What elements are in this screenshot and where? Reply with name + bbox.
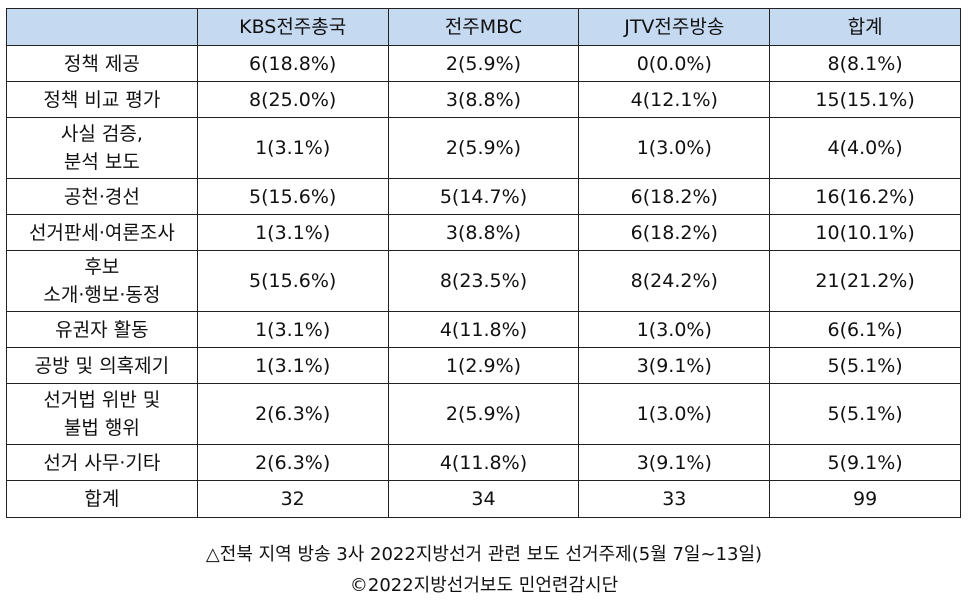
cell-jtv: 1(3.0%) (578, 383, 771, 445)
cell-mbc: 4(11.8%) (387, 311, 580, 348)
cell-jtv: 0(0.0%) (578, 45, 771, 82)
table-row: 선거 사무·기타 2(6.3%) 4(11.8%) 3(9.1%) 5(9.1%… (6, 444, 961, 481)
row-category: 선거법 위반 및 불법 행위 (6, 383, 198, 445)
header-corner (6, 8, 198, 46)
total-mbc: 34 (387, 480, 580, 518)
table-row: 선거판세·여론조사 1(3.1%) 3(8.8%) 6(18.2%) 10(10… (6, 214, 961, 251)
cell-total: 10(10.1%) (769, 214, 961, 251)
table-body: 정책 제공 6(18.8%) 2(5.9%) 0(0.0%) 8(8.1%) 정… (6, 45, 961, 518)
cell-total: 5(9.1%) (769, 444, 961, 481)
cell-kbs: 5(15.6%) (196, 250, 389, 312)
cell-total: 5(5.1%) (769, 347, 961, 384)
cell-jtv: 1(3.0%) (578, 117, 771, 179)
cell-jtv: 1(3.0%) (578, 311, 771, 348)
cell-total: 15(15.1%) (769, 81, 961, 118)
cell-jtv: 3(9.1%) (578, 444, 771, 481)
table-row: 후보 소개·행보·동정 5(15.6%) 8(23.5%) 8(24.2%) 2… (6, 250, 961, 312)
cell-jtv: 8(24.2%) (578, 250, 771, 312)
cell-total: 6(6.1%) (769, 311, 961, 348)
cell-kbs: 2(6.3%) (196, 444, 389, 481)
row-category-line: 불법 행위 (63, 417, 140, 439)
cell-jtv: 3(9.1%) (578, 347, 771, 384)
table-row-total: 합계 32 34 33 99 (6, 480, 961, 518)
row-category: 사실 검증, 분석 보도 (6, 117, 198, 179)
cell-mbc: 5(14.7%) (387, 178, 580, 215)
cell-mbc: 3(8.8%) (387, 214, 580, 251)
table-row: 선거법 위반 및 불법 행위 2(6.3%) 2(5.9%) 1(3.0%) 5… (6, 383, 961, 445)
table-header: KBS전주총국 전주MBC JTV전주방송 합계 (6, 8, 961, 46)
total-kbs: 32 (196, 480, 389, 518)
cell-mbc: 2(5.9%) (387, 45, 580, 82)
cell-mbc: 1(2.9%) (387, 347, 580, 384)
cell-mbc: 2(5.9%) (387, 383, 580, 445)
row-category-line: 사실 검증, (60, 123, 143, 145)
row-category-line: 소개·행보·동정 (43, 284, 161, 306)
total-jtv: 33 (578, 480, 771, 518)
cell-kbs: 2(6.3%) (196, 383, 389, 445)
row-category: 후보 소개·행보·동정 (6, 250, 198, 312)
cell-jtv: 4(12.1%) (578, 81, 771, 118)
cell-kbs: 8(25.0%) (196, 81, 389, 118)
cell-jtv: 6(18.2%) (578, 178, 771, 215)
cell-total: 5(5.1%) (769, 383, 961, 445)
cell-mbc: 2(5.9%) (387, 117, 580, 179)
header-total: 합계 (769, 8, 961, 46)
table-row: 사실 검증, 분석 보도 1(3.1%) 2(5.9%) 1(3.0%) 4(4… (6, 117, 961, 179)
header-kbs: KBS전주총국 (196, 8, 389, 46)
table-row: 공천·경선 5(15.6%) 5(14.7%) 6(18.2%) 16(16.2… (6, 178, 961, 215)
row-category: 정책 비교 평가 (6, 81, 198, 118)
cell-total: 8(8.1%) (769, 45, 961, 82)
cell-kbs: 1(3.1%) (196, 311, 389, 348)
cell-mbc: 3(8.8%) (387, 81, 580, 118)
cell-mbc: 4(11.8%) (387, 444, 580, 481)
header-jtv: JTV전주방송 (578, 8, 771, 46)
total-sum: 99 (769, 480, 961, 518)
cell-kbs: 5(15.6%) (196, 178, 389, 215)
cell-kbs: 1(3.1%) (196, 117, 389, 179)
cell-kbs: 1(3.1%) (196, 214, 389, 251)
row-category: 선거 사무·기타 (6, 444, 198, 481)
table-row: 정책 제공 6(18.8%) 2(5.9%) 0(0.0%) 8(8.1%) (6, 45, 961, 82)
row-category: 유권자 활동 (6, 311, 198, 348)
caption-title: △전북 지역 방송 3사 2022지방선거 관련 보도 선거주제(5월 7일~1… (205, 544, 763, 565)
row-category: 정책 제공 (6, 45, 198, 82)
cell-total: 4(4.0%) (769, 117, 961, 179)
row-category: 공방 및 의혹제기 (6, 347, 198, 384)
cell-total: 16(16.2%) (769, 178, 961, 215)
row-category: 공천·경선 (6, 178, 198, 215)
total-category: 합계 (6, 480, 198, 518)
cell-kbs: 1(3.1%) (196, 347, 389, 384)
row-category-line: 분석 보도 (63, 151, 140, 173)
cell-kbs: 6(18.8%) (196, 45, 389, 82)
cell-jtv: 6(18.2%) (578, 214, 771, 251)
header-mbc: 전주MBC (387, 8, 580, 46)
table-row: 공방 및 의혹제기 1(3.1%) 1(2.9%) 3(9.1%) 5(5.1%… (6, 347, 961, 384)
row-category-line: 후보 (84, 256, 120, 278)
caption-credit: ©2022지방선거보도 민언련감시단 (349, 575, 619, 596)
row-category: 선거판세·여론조사 (6, 214, 198, 251)
table-row: 정책 비교 평가 8(25.0%) 3(8.8%) 4(12.1%) 15(15… (6, 81, 961, 118)
table-row: 유권자 활동 1(3.1%) 4(11.8%) 1(3.0%) 6(6.1%) (6, 311, 961, 348)
row-category-line: 선거법 위반 및 (43, 389, 161, 411)
cell-mbc: 8(23.5%) (387, 250, 580, 312)
cell-total: 21(21.2%) (769, 250, 961, 312)
election-topic-table: KBS전주총국 전주MBC JTV전주방송 합계 정책 제공 6(18.8%) … (6, 8, 961, 518)
header-row: KBS전주총국 전주MBC JTV전주방송 합계 (6, 8, 961, 46)
